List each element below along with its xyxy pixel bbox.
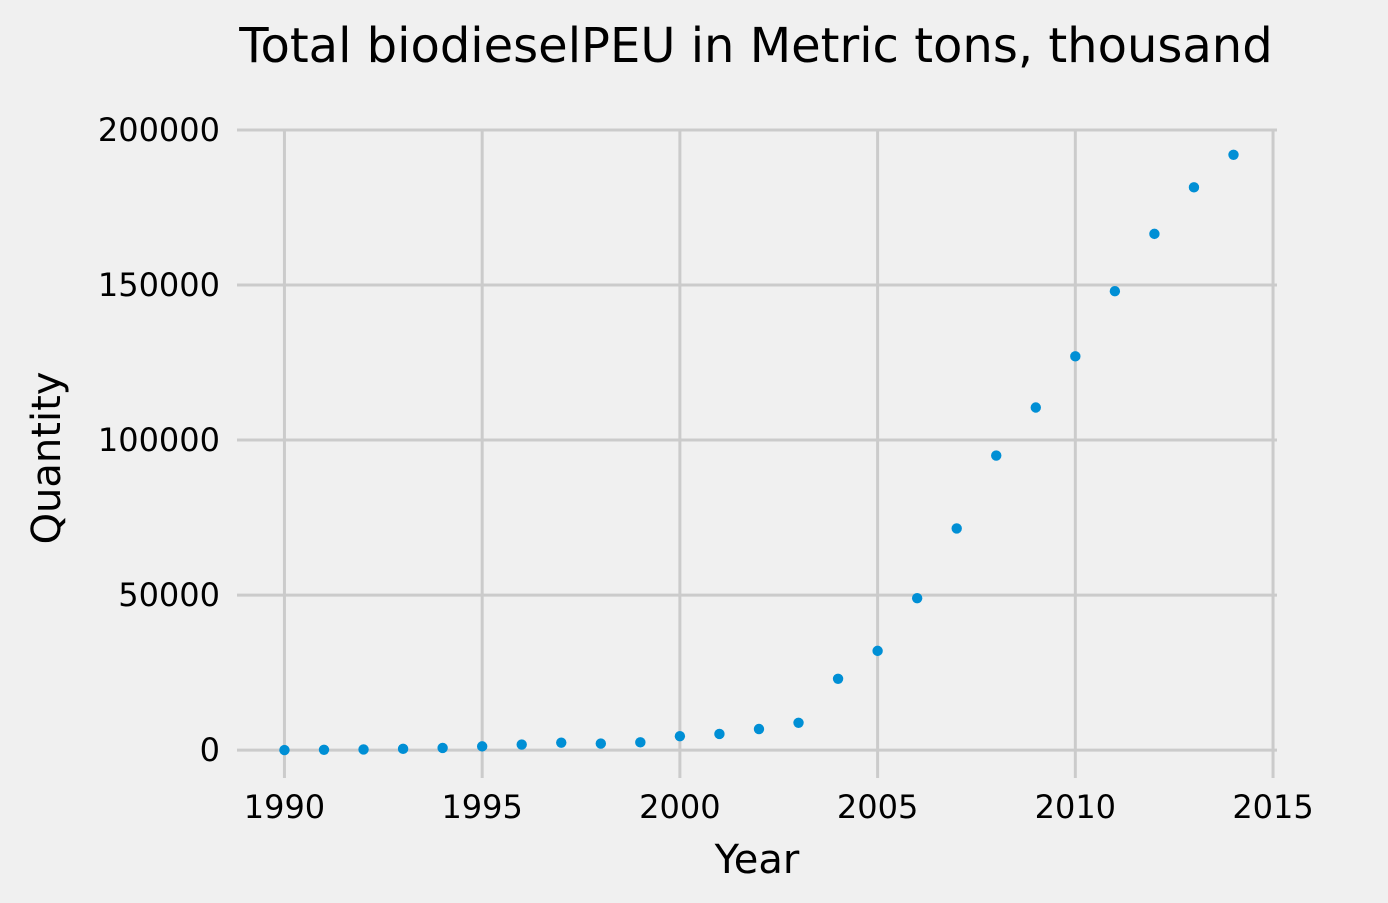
data-point [832, 673, 844, 684]
data-point [674, 730, 686, 742]
data-point [437, 742, 448, 754]
data-point [951, 523, 962, 534]
data-point [279, 744, 290, 756]
x-tick-labels: 1990 1995 2000 2005 2010 2015 [244, 788, 1314, 826]
y-tick-labels: 0 50000 100000 150000 200000 [98, 111, 220, 769]
data-point [358, 744, 369, 755]
y-tick-label: 0 [200, 731, 220, 769]
x-tick-label: 2015 [1232, 788, 1313, 826]
grid [237, 128, 1277, 778]
y-tick-label: 50000 [118, 576, 220, 614]
data-point [753, 723, 765, 735]
y-tick-label: 150000 [98, 266, 220, 304]
x-axis-label: Year [714, 837, 800, 883]
y-tick-label: 200000 [98, 111, 220, 149]
data-point [1149, 228, 1160, 240]
data-point [911, 592, 923, 604]
chart-title: Total biodieselPEU in Metric tons, thous… [238, 18, 1272, 74]
data-point [793, 717, 804, 729]
data-point [595, 738, 607, 749]
data-point [1070, 351, 1081, 362]
data-points [279, 149, 1239, 756]
data-point [991, 450, 1002, 461]
x-tick-label: 2000 [639, 788, 720, 826]
data-point [635, 737, 646, 748]
data-point [714, 728, 725, 740]
data-point [1030, 402, 1041, 413]
data-point [1188, 182, 1200, 193]
data-point [872, 645, 883, 657]
x-tick-label: 2005 [837, 788, 918, 826]
x-tick-label: 1995 [441, 788, 522, 826]
x-tick-label: 2010 [1035, 788, 1116, 826]
y-tick-label: 100000 [98, 421, 220, 459]
data-point [476, 741, 488, 752]
y-axis-label: Quantity [24, 372, 70, 545]
data-point [1228, 149, 1239, 161]
data-point [1109, 286, 1121, 297]
data-point [516, 739, 527, 750]
data-point [318, 744, 330, 755]
data-point [556, 737, 567, 748]
data-point [397, 743, 409, 755]
x-tick-label: 1990 [244, 788, 325, 826]
